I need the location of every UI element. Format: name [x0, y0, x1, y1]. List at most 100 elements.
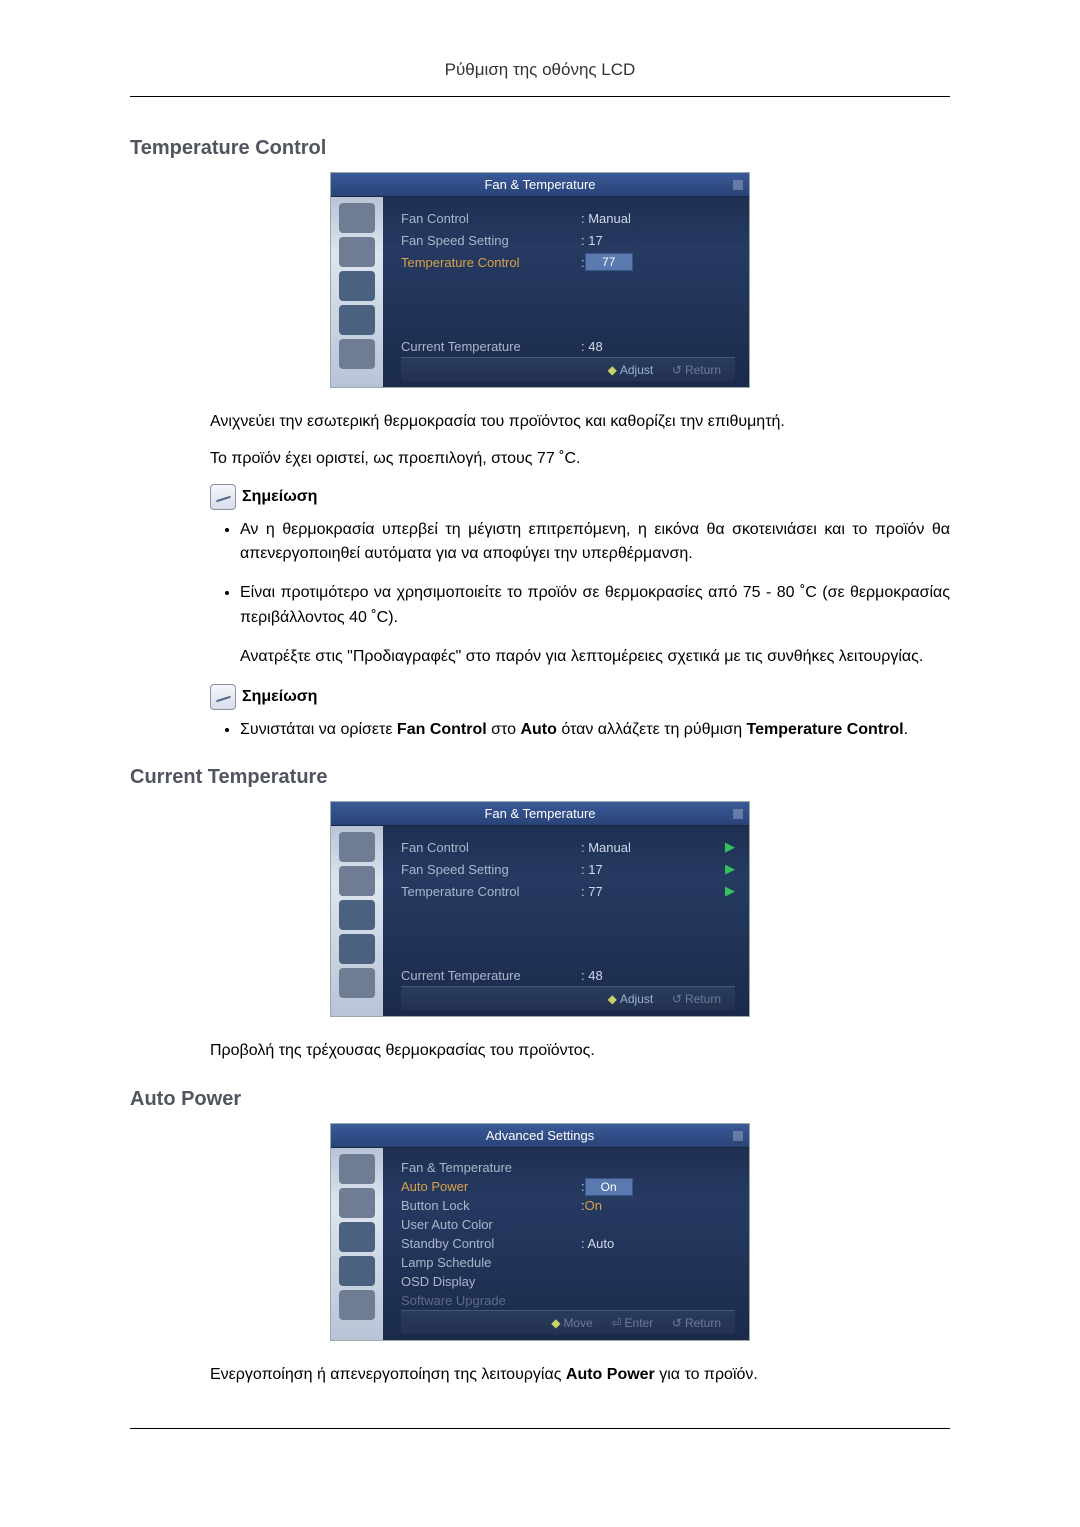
osd-label: Auto Power — [401, 1179, 581, 1194]
osd-row: Lamp Schedule — [401, 1253, 735, 1272]
osd-row: Software Upgrade — [401, 1291, 735, 1310]
osd-label: Fan & Temperature — [401, 1160, 581, 1175]
osd-row: Fan & Temperature — [401, 1158, 735, 1177]
osd-footer: ◆Move ⏎Enter ↺Return — [401, 1310, 735, 1334]
osd-sidebar — [331, 1148, 383, 1340]
osd-footer: ◆Adjust ↺Return — [401, 986, 735, 1010]
body-text: Ενεργοποίηση ή απενεργοποίηση της λειτου… — [210, 1363, 950, 1388]
osd-value: : 17 — [581, 862, 603, 877]
arrow-right-icon: ▶ — [725, 883, 735, 899]
footer-adjust: Adjust — [620, 363, 653, 377]
body-text: Ανιχνεύει την εσωτερική θερμοκρασία του … — [210, 410, 950, 435]
footer-return: Return — [685, 363, 721, 377]
osd-label: Lamp Schedule — [401, 1255, 581, 1270]
osd-label: Fan Speed Setting — [401, 862, 581, 877]
bullet-item: Συνιστάται να ορίσετε Fan Control στο Au… — [240, 718, 950, 743]
arrow-right-icon: ▶ — [725, 839, 735, 855]
text: Ενεργοποίηση ή απενεργοποίηση της λειτου… — [210, 1366, 566, 1383]
footer-enter: Enter — [625, 1316, 654, 1330]
bullet-item: Αν η θερμοκρασία υπερβεί τη μέγιστη επιτ… — [240, 518, 950, 568]
osd-row: User Auto Color — [401, 1215, 735, 1234]
bold: Auto Power — [566, 1366, 655, 1383]
osd-row: Standby Control : Auto — [401, 1234, 735, 1253]
adjust-icon: ◆ — [608, 363, 617, 377]
footer-rule — [130, 1428, 950, 1429]
note-icon — [210, 684, 236, 710]
tools-icon — [339, 832, 375, 862]
chart-icon — [339, 339, 375, 369]
osd-temperature-control: Fan & Temperature Fan Control : Manual F… — [330, 172, 750, 388]
gear-icon — [339, 934, 375, 964]
osd-row-temp-control: Temperature Control : 77 — [401, 251, 735, 273]
osd-value: : Manual — [581, 211, 631, 226]
osd-row-temp-control: Temperature Control : 77 ▶ — [401, 880, 735, 902]
clock-icon — [339, 271, 375, 301]
osd-value: : 17 — [581, 233, 603, 248]
osd-value-box: 77 — [585, 253, 633, 271]
bullet-text: όταν αλλάζετε τη ρύθμιση — [557, 721, 747, 738]
note-icon — [210, 484, 236, 510]
osd-label: Temperature Control — [401, 255, 581, 270]
return-icon: ↺ — [672, 363, 682, 377]
body-text: Προβολή της τρέχουσας θερμοκρασίας του π… — [210, 1039, 950, 1064]
osd-auto-power: Advanced Settings Fan & Temperature Auto… — [330, 1123, 750, 1341]
osd-label: Button Lock — [401, 1198, 581, 1213]
osd-label: Fan Control — [401, 211, 581, 226]
return-icon: ↺ — [672, 992, 682, 1006]
osd-label: Software Upgrade — [401, 1293, 581, 1308]
section-title-temperature-control: Temperature Control — [130, 137, 950, 160]
osd-label: User Auto Color — [401, 1217, 581, 1232]
osd-label: Temperature Control — [401, 884, 581, 899]
gear-icon — [339, 305, 375, 335]
bold: Temperature Control — [747, 721, 904, 738]
osd-row-fan-control: Fan Control : Manual — [401, 207, 735, 229]
chart-icon — [339, 968, 375, 998]
osd-value: : 48 — [581, 339, 603, 354]
osd-label: OSD Display — [401, 1274, 581, 1289]
body-text: Το προϊόν έχει οριστεί, ως προεπιλογή, σ… — [210, 447, 950, 472]
clock-icon — [339, 1222, 375, 1252]
tools-icon — [339, 203, 375, 233]
arrow-right-icon: ▶ — [725, 861, 735, 877]
bullet-text: Συνιστάται να ορίσετε — [240, 721, 397, 738]
footer-return: Return — [685, 992, 721, 1006]
picture-icon — [339, 1188, 375, 1218]
osd-label: Current Temperature — [401, 339, 581, 354]
clock-icon — [339, 900, 375, 930]
gear-icon — [339, 1256, 375, 1286]
osd-value: : Auto — [581, 1236, 614, 1251]
bullet-text: στο — [487, 721, 521, 738]
osd-row-fan-control: Fan Control : Manual ▶ — [401, 836, 735, 858]
osd-sidebar — [331, 197, 383, 387]
chart-icon — [339, 1290, 375, 1320]
section-title-current-temperature: Current Temperature — [130, 766, 950, 789]
bold: Auto — [520, 721, 556, 738]
bold: Fan Control — [397, 721, 487, 738]
osd-label: Fan Control — [401, 840, 581, 855]
osd-sidebar — [331, 826, 383, 1016]
osd-row: OSD Display — [401, 1272, 735, 1291]
osd-row-fan-speed: Fan Speed Setting : 17 — [401, 229, 735, 251]
section-title-auto-power: Auto Power — [130, 1088, 950, 1111]
enter-icon: ⏎ — [611, 1316, 621, 1330]
bullet-text: Είναι προτιμότερο να χρησιμοποιείτε το π… — [240, 584, 950, 626]
footer-adjust: Adjust — [620, 992, 653, 1006]
osd-value: : 48 — [581, 968, 603, 983]
osd-label: Fan Speed Setting — [401, 233, 581, 248]
picture-icon — [339, 866, 375, 896]
osd-value: : 77 — [581, 884, 603, 899]
bullet-item: Είναι προτιμότερο να χρησιμοποιείτε το π… — [240, 581, 950, 669]
osd-value: : Manual — [581, 840, 631, 855]
osd-label: Standby Control — [401, 1236, 581, 1251]
footer-return: Return — [685, 1316, 721, 1330]
picture-icon — [339, 237, 375, 267]
move-icon: ◆ — [551, 1316, 560, 1330]
page-header: Ρύθμιση της οθόνης LCD — [130, 60, 950, 97]
osd-footer: ◆Adjust ↺Return — [401, 357, 735, 381]
osd-label: Current Temperature — [401, 968, 581, 983]
note-label: Σημείωση — [242, 488, 317, 506]
bullet-text: . — [904, 721, 908, 738]
footer-move: Move — [563, 1316, 592, 1330]
osd-title: Fan & Temperature — [331, 173, 749, 197]
osd-current-temperature: Fan & Temperature Fan Control : Manual ▶ — [330, 801, 750, 1017]
